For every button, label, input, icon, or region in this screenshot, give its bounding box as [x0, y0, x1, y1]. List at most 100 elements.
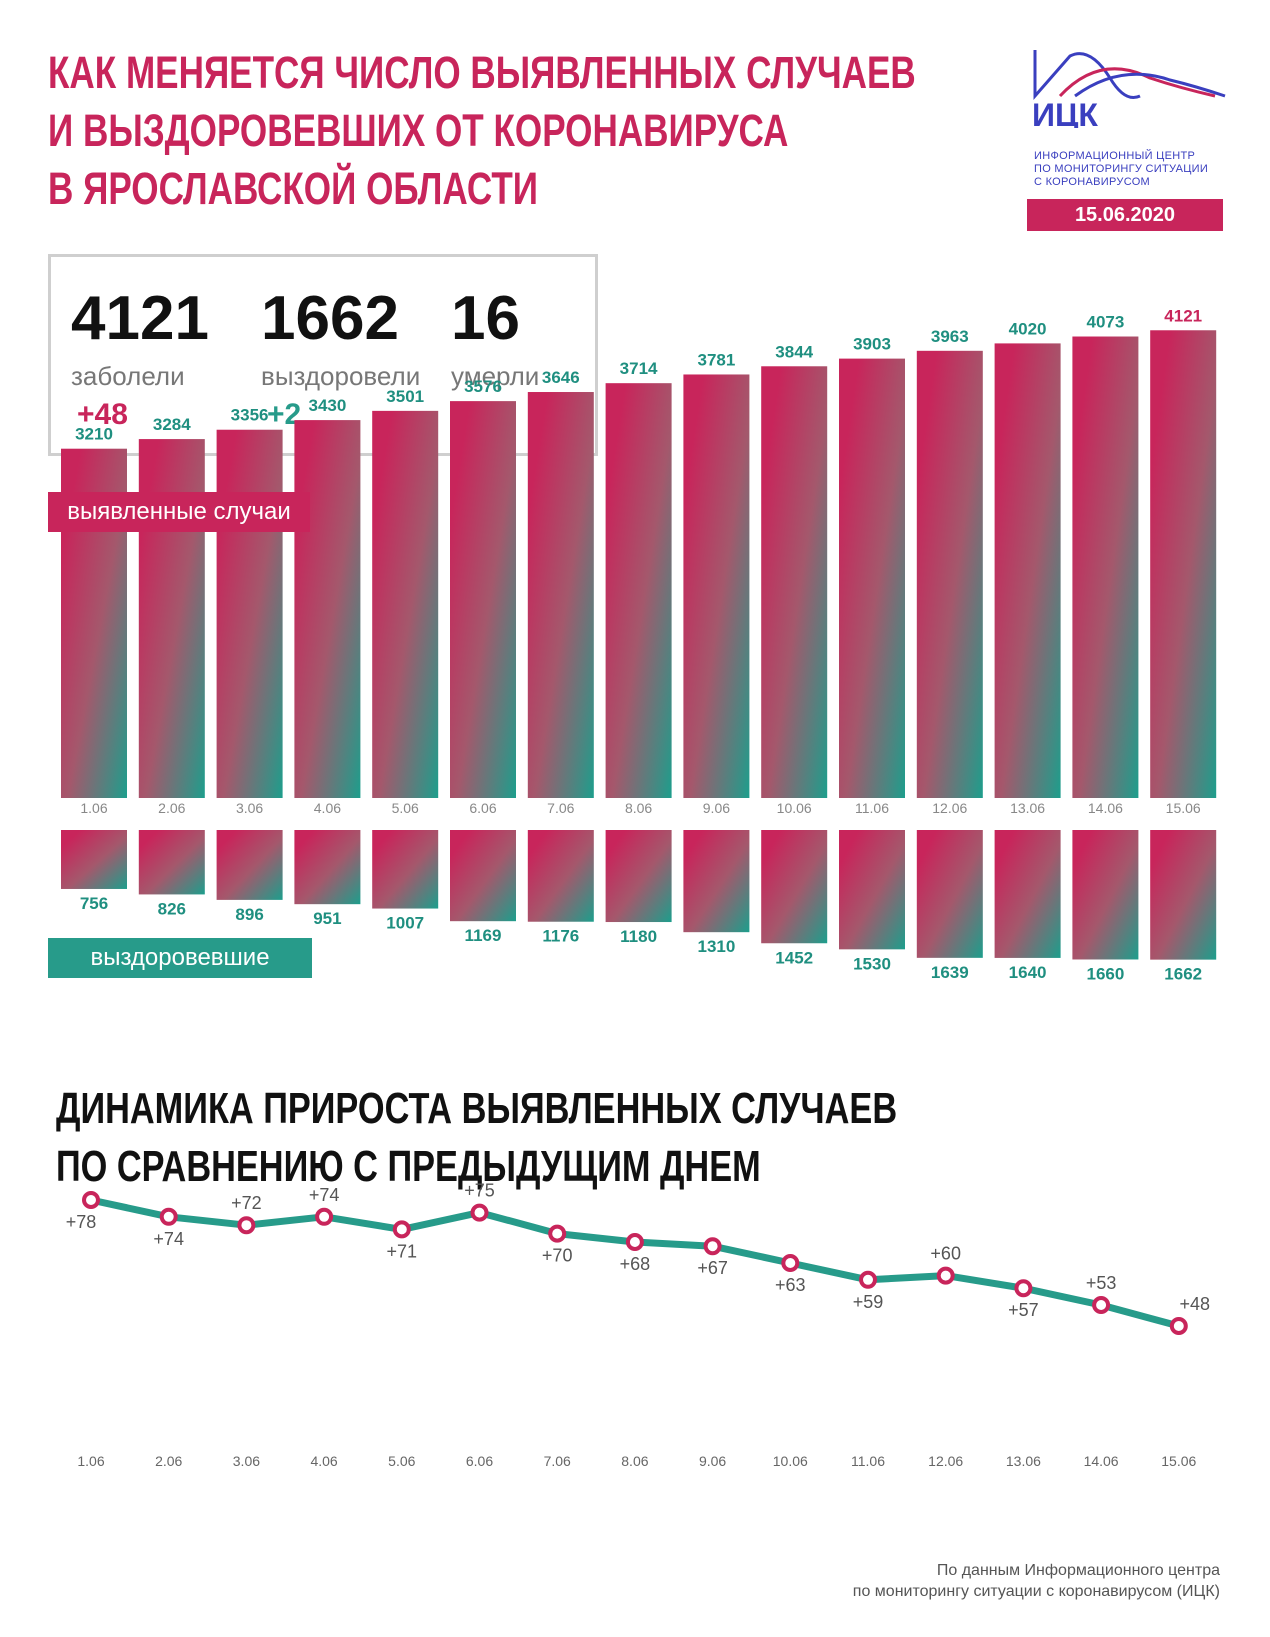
detected-value-label: 4073 [1086, 313, 1124, 332]
detected-bar [605, 383, 672, 798]
increment-value-label: +53 [1086, 1273, 1117, 1293]
recovered-value-label: 1007 [386, 914, 424, 933]
x-tick-label: 14.06 [1084, 1453, 1119, 1469]
x-tick-label: 7.06 [547, 800, 574, 816]
logo-abbr: ИЦК [1032, 97, 1098, 128]
recovered-value-label: 896 [235, 905, 263, 924]
recovered-bar [1150, 830, 1217, 960]
recovered-value-label: 1169 [465, 926, 502, 945]
increment-value-label: +57 [1008, 1300, 1039, 1320]
stat-recovered: 1662 выздоровели +2 [261, 287, 420, 432]
increment-value-label: +74 [153, 1229, 184, 1249]
recovered-bar [61, 830, 127, 889]
recovered-bar [527, 830, 594, 922]
x-tick-label: 13.06 [1010, 800, 1045, 816]
increment-value-label: +63 [775, 1275, 806, 1295]
x-tick-label: 15.06 [1166, 800, 1201, 816]
detected-value-label: 3963 [931, 327, 969, 346]
recovered-value-label: 1180 [620, 927, 657, 946]
increment-point [625, 1233, 644, 1251]
recovered-value-label: 1452 [775, 948, 813, 967]
stat-recovered-label: выздоровели [261, 361, 421, 391]
detected-value-label: 3903 [853, 335, 891, 354]
increment-value-label: +75 [464, 1181, 495, 1201]
increment-point [237, 1216, 256, 1235]
title-line-1: КАК МЕНЯЕТСЯ ЧИСЛО ВЫЯВЛЕННЫХ СЛУЧАЕВ [48, 47, 916, 98]
increment-point [781, 1254, 800, 1272]
recovered-bar [839, 830, 905, 950]
x-tick-label: 1.06 [80, 800, 107, 816]
detected-bar [372, 410, 439, 798]
legend-detected: выявленные случаи [48, 492, 310, 532]
increment-value-label: +74 [309, 1185, 340, 1205]
x-tick-label: 2.06 [158, 800, 185, 816]
x-tick-label: 3.06 [236, 800, 263, 816]
x-tick-label: 6.06 [466, 1453, 493, 1469]
x-tick-label: 2.06 [155, 1453, 182, 1469]
increment-point [859, 1270, 877, 1289]
increment-value-label: +78 [66, 1212, 97, 1232]
increment-point [82, 1191, 100, 1209]
increment-value-label: +72 [231, 1193, 262, 1213]
increment-point [159, 1207, 178, 1226]
detected-bar [1072, 336, 1139, 798]
recovered-value-label: 826 [158, 899, 186, 918]
increment-point [1092, 1296, 1111, 1314]
detected-bar [839, 358, 905, 798]
x-tick-label: 15.06 [1161, 1453, 1196, 1469]
recovered-value-label: 951 [313, 909, 341, 928]
line-chart-title: ДИНАМИКА ПРИРОСТА ВЫЯВЛЕННЫХ СЛУЧАЕВ ПО … [56, 1080, 897, 1196]
summary-box: 4121 заболели +48 1662 выздоровели +2 16… [48, 254, 598, 456]
recovered-value-label: 1530 [853, 954, 891, 973]
detected-bar [527, 392, 594, 798]
x-tick-label: 14.06 [1088, 800, 1123, 816]
increment-point [548, 1224, 567, 1243]
recovered-bar [994, 830, 1061, 958]
recovered-value-label: 756 [80, 894, 108, 913]
recovered-value-label: 1640 [1009, 963, 1047, 982]
x-tick-label: 10.06 [777, 800, 812, 816]
recovered-bar [761, 830, 828, 944]
increment-value-label: +59 [853, 1292, 884, 1312]
recovered-bar [138, 830, 205, 895]
detected-bar [1150, 330, 1217, 798]
increment-point [1169, 1317, 1188, 1335]
detected-bar [683, 374, 750, 798]
recovered-bar [605, 830, 672, 923]
stat-recovered-value: 1662 [261, 284, 399, 353]
increment-value-label: +70 [542, 1246, 573, 1266]
detected-value-label: 3430 [308, 396, 346, 415]
detected-value-label: 3844 [775, 342, 813, 361]
x-tick-label: 8.06 [621, 1453, 648, 1469]
increment-value-label: +48 [1180, 1294, 1211, 1314]
title-line-2: И ВЫЗДОРОВЕВШИХ ОТ КОРОНАВИРУСА [48, 105, 789, 156]
recovered-value-label: 1662 [1164, 965, 1202, 984]
increment-point [392, 1220, 411, 1239]
detected-value-label: 3714 [620, 359, 658, 378]
stat-sick-label: заболели [71, 361, 185, 391]
increment-value-label: +60 [930, 1244, 961, 1264]
detected-value-label: 3501 [386, 387, 424, 406]
x-tick-label: 11.06 [855, 800, 889, 816]
x-tick-label: 13.06 [1006, 1453, 1041, 1469]
x-tick-label: 4.06 [314, 800, 341, 816]
x-tick-label: 1.06 [77, 1453, 104, 1469]
x-tick-label: 12.06 [928, 1453, 963, 1469]
detected-value-label: 3356 [231, 406, 269, 425]
increment-point [1014, 1279, 1033, 1298]
increment-point [936, 1266, 955, 1285]
increment-point [703, 1237, 722, 1256]
detected-value-label: 4020 [1009, 319, 1047, 338]
detected-bar [916, 350, 983, 798]
increment-value-label: +71 [387, 1241, 418, 1261]
recovered-value-label: 1310 [697, 937, 735, 956]
recovered-bar [1072, 830, 1139, 960]
stat-died-value: 16 [451, 284, 520, 353]
legend-recovered: выздоровевшие [48, 938, 312, 978]
stat-sick: 4121 заболели +48 [71, 287, 209, 432]
logo-caption: ИНФОРМАЦИОННЫЙ ЦЕНТР ПО МОНИТОРИНГУ СИТУ… [1034, 150, 1209, 188]
recovered-value-label: 1660 [1086, 964, 1124, 983]
increment-value-label: +67 [697, 1258, 728, 1278]
x-tick-label: 9.06 [703, 800, 730, 816]
